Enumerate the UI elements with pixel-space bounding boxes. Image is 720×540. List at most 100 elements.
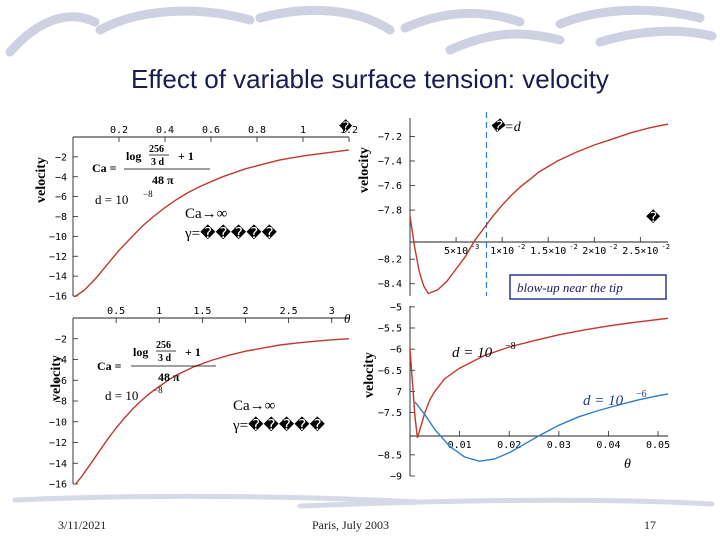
y-tick-label: −7.4 <box>378 156 402 167</box>
ca-plus: + 1 <box>185 345 201 359</box>
axis-ticks: 5×10 -3 1×10 -2 1.5×10 -2 2×10 -2 2.5×10 -2−7.2−7… <box>378 118 670 296</box>
x-tick-exponent: -3 <box>471 243 479 251</box>
d-label: d = 10 <box>105 388 138 403</box>
d-label: d = 10 <box>95 192 128 207</box>
series-line-d6 <box>414 393 668 462</box>
x-tick-label: 0.4 <box>156 125 174 136</box>
y-tick-label: −8.4 <box>378 279 402 290</box>
x-tick-label: 1 <box>156 306 162 317</box>
ca-lhs: Ca = <box>92 161 117 175</box>
x-tick-exponent: -2 <box>662 243 670 251</box>
d-exponent: −8 <box>153 385 163 395</box>
y-tick-label: −8 <box>55 397 67 408</box>
x-tick-label: 2×10 <box>582 246 606 257</box>
y-tick-label: −12 <box>49 438 67 449</box>
y-tick-label: −8.5 <box>378 450 402 461</box>
y-tick-label: −7.8 <box>378 206 402 217</box>
x-tick-label: 0.04 <box>596 440 620 451</box>
y-tick-label: −8.2 <box>378 255 402 266</box>
ca-num: 256 <box>156 340 171 351</box>
ca-formula: Ca = log 256 3 d + 1 48 π <box>92 144 210 187</box>
y-tick-label: −10 <box>49 417 67 428</box>
x-tick-label: 3 <box>329 306 335 317</box>
y-tick-label: −16 <box>49 480 67 491</box>
x-tick-label: 0.02 <box>497 440 521 451</box>
chart-bottom-left: 0.5 1 1.5 2 2.5 3 −2 −4 −6 −8 −10 −12 −14 −16 θ veloc… <box>49 306 351 491</box>
y-tick-label: −4 <box>55 172 67 183</box>
ca-limit-label: Ca→∞ <box>233 398 275 414</box>
y-tick-label: −2 <box>55 334 67 345</box>
y-tick-label: −14 <box>49 272 67 283</box>
x-tick-exponent: -2 <box>517 243 525 251</box>
x-tick-label: 0.6 <box>202 125 220 136</box>
y-tick-label: −5 <box>390 302 402 313</box>
y-tick-label: −12 <box>49 252 67 263</box>
x-axis-label: � <box>646 209 661 226</box>
blow-up-box <box>509 274 667 300</box>
y-tick-label: −14 <box>49 459 67 470</box>
ca-frac-den: 3 d <box>151 157 165 168</box>
ca-den: 48 π <box>158 370 180 384</box>
y-axis-label: velocity <box>49 355 64 401</box>
y-tick-label: −5.5 <box>378 323 402 334</box>
series-line <box>73 149 349 297</box>
d8-exponent: −8 <box>505 341 516 352</box>
y-tick-label: −2 <box>55 152 67 163</box>
x-axis-label: � <box>339 119 353 134</box>
series-line-d8 <box>410 317 668 439</box>
x-tick-label: 5×10 <box>444 246 468 257</box>
slide-title: Effect of variable surface tension: velo… <box>131 64 609 94</box>
chart-top-right: 5×10 -3 1×10 -2 1.5×10 -2 2×10 -2 2.5×10 -2−7.2−7… <box>357 112 670 300</box>
y-tick-label: −8 <box>55 212 67 223</box>
y-tick-label: −6.5 <box>378 366 402 377</box>
ca-frac-den: 3 d <box>158 353 172 364</box>
y-axis-label: velocity <box>34 157 49 203</box>
x-tick-label: 0.2 <box>110 125 128 136</box>
x-tick-label: 2 <box>242 306 248 317</box>
y-tick-label: −10 <box>49 232 67 243</box>
axis-ticks: 0.01 0.02 0.03 0.04 0.05 −5 −5.5 −6 −6.5 7 −7.5 −8.… <box>378 302 670 482</box>
d6-exponent: −6 <box>636 389 647 400</box>
d8-label: d = 10 <box>452 345 493 361</box>
y-tick-label: 7 <box>396 387 402 398</box>
x-tick-label: 0.5 <box>107 306 125 317</box>
ca-formula: Ca = log 256 3 d + 1 48 π <box>97 340 216 384</box>
ca-log: log <box>133 345 148 359</box>
y-tick-label: −6 <box>55 192 67 203</box>
y-axis-label: velocity <box>362 352 377 398</box>
footer-date: 3/11/2021 <box>58 518 107 532</box>
ca-lhs: Ca = <box>97 359 122 373</box>
chart-top-left: 0.2 0.4 0.6 0.8 1 1.2 −2 −4 −6 −8 −10 −12 −14 −16 � v… <box>34 119 358 303</box>
x-tick-label: 1.5 <box>193 306 211 317</box>
x-tick-label: 0.03 <box>547 440 571 451</box>
ca-log: log <box>126 149 141 163</box>
x-tick-label: 1.2 <box>340 125 358 136</box>
page-number: 17 <box>644 518 656 532</box>
y-tick-label: −6 <box>390 345 402 356</box>
ca-den: 48 π <box>152 173 174 187</box>
y-tick-label: −7.2 <box>378 132 402 143</box>
blow-up-label: blow-up near the tip <box>517 280 623 295</box>
x-tick-label: 0.01 <box>448 440 472 451</box>
x-tick-label: 0.05 <box>646 440 670 451</box>
x-tick-label: 1 <box>300 125 306 136</box>
x-tick-label: 1×10 <box>490 246 514 257</box>
footer-venue: Paris, July 2003 <box>312 518 390 532</box>
ca-plus: + 1 <box>178 149 194 163</box>
brush-stroke-header <box>5 5 717 57</box>
y-tick-label: −9 <box>390 472 402 483</box>
y-tick-label: −6 <box>55 376 67 387</box>
x-tick-label: 2.5×10 <box>622 246 658 257</box>
gamma-label: γ=����� <box>184 224 278 242</box>
x-tick-label: 2.5 <box>280 306 298 317</box>
x-axis-label: θ <box>344 311 351 326</box>
axis-ticks: 0.2 0.4 0.6 0.8 1 1.2 −2 −4 −6 −8 −10 −12 −14 −16 <box>49 125 358 303</box>
y-tick-label: −7.6 <box>378 181 402 192</box>
series-line <box>74 338 349 484</box>
ca-limit-label: Ca→∞ <box>185 206 227 222</box>
axis-ticks: 0.5 1 1.5 2 2.5 3 −2 −4 −6 −8 −10 −12 −14 −16 <box>49 306 349 491</box>
series-line <box>410 123 668 295</box>
y-tick-label: −4 <box>55 355 67 366</box>
